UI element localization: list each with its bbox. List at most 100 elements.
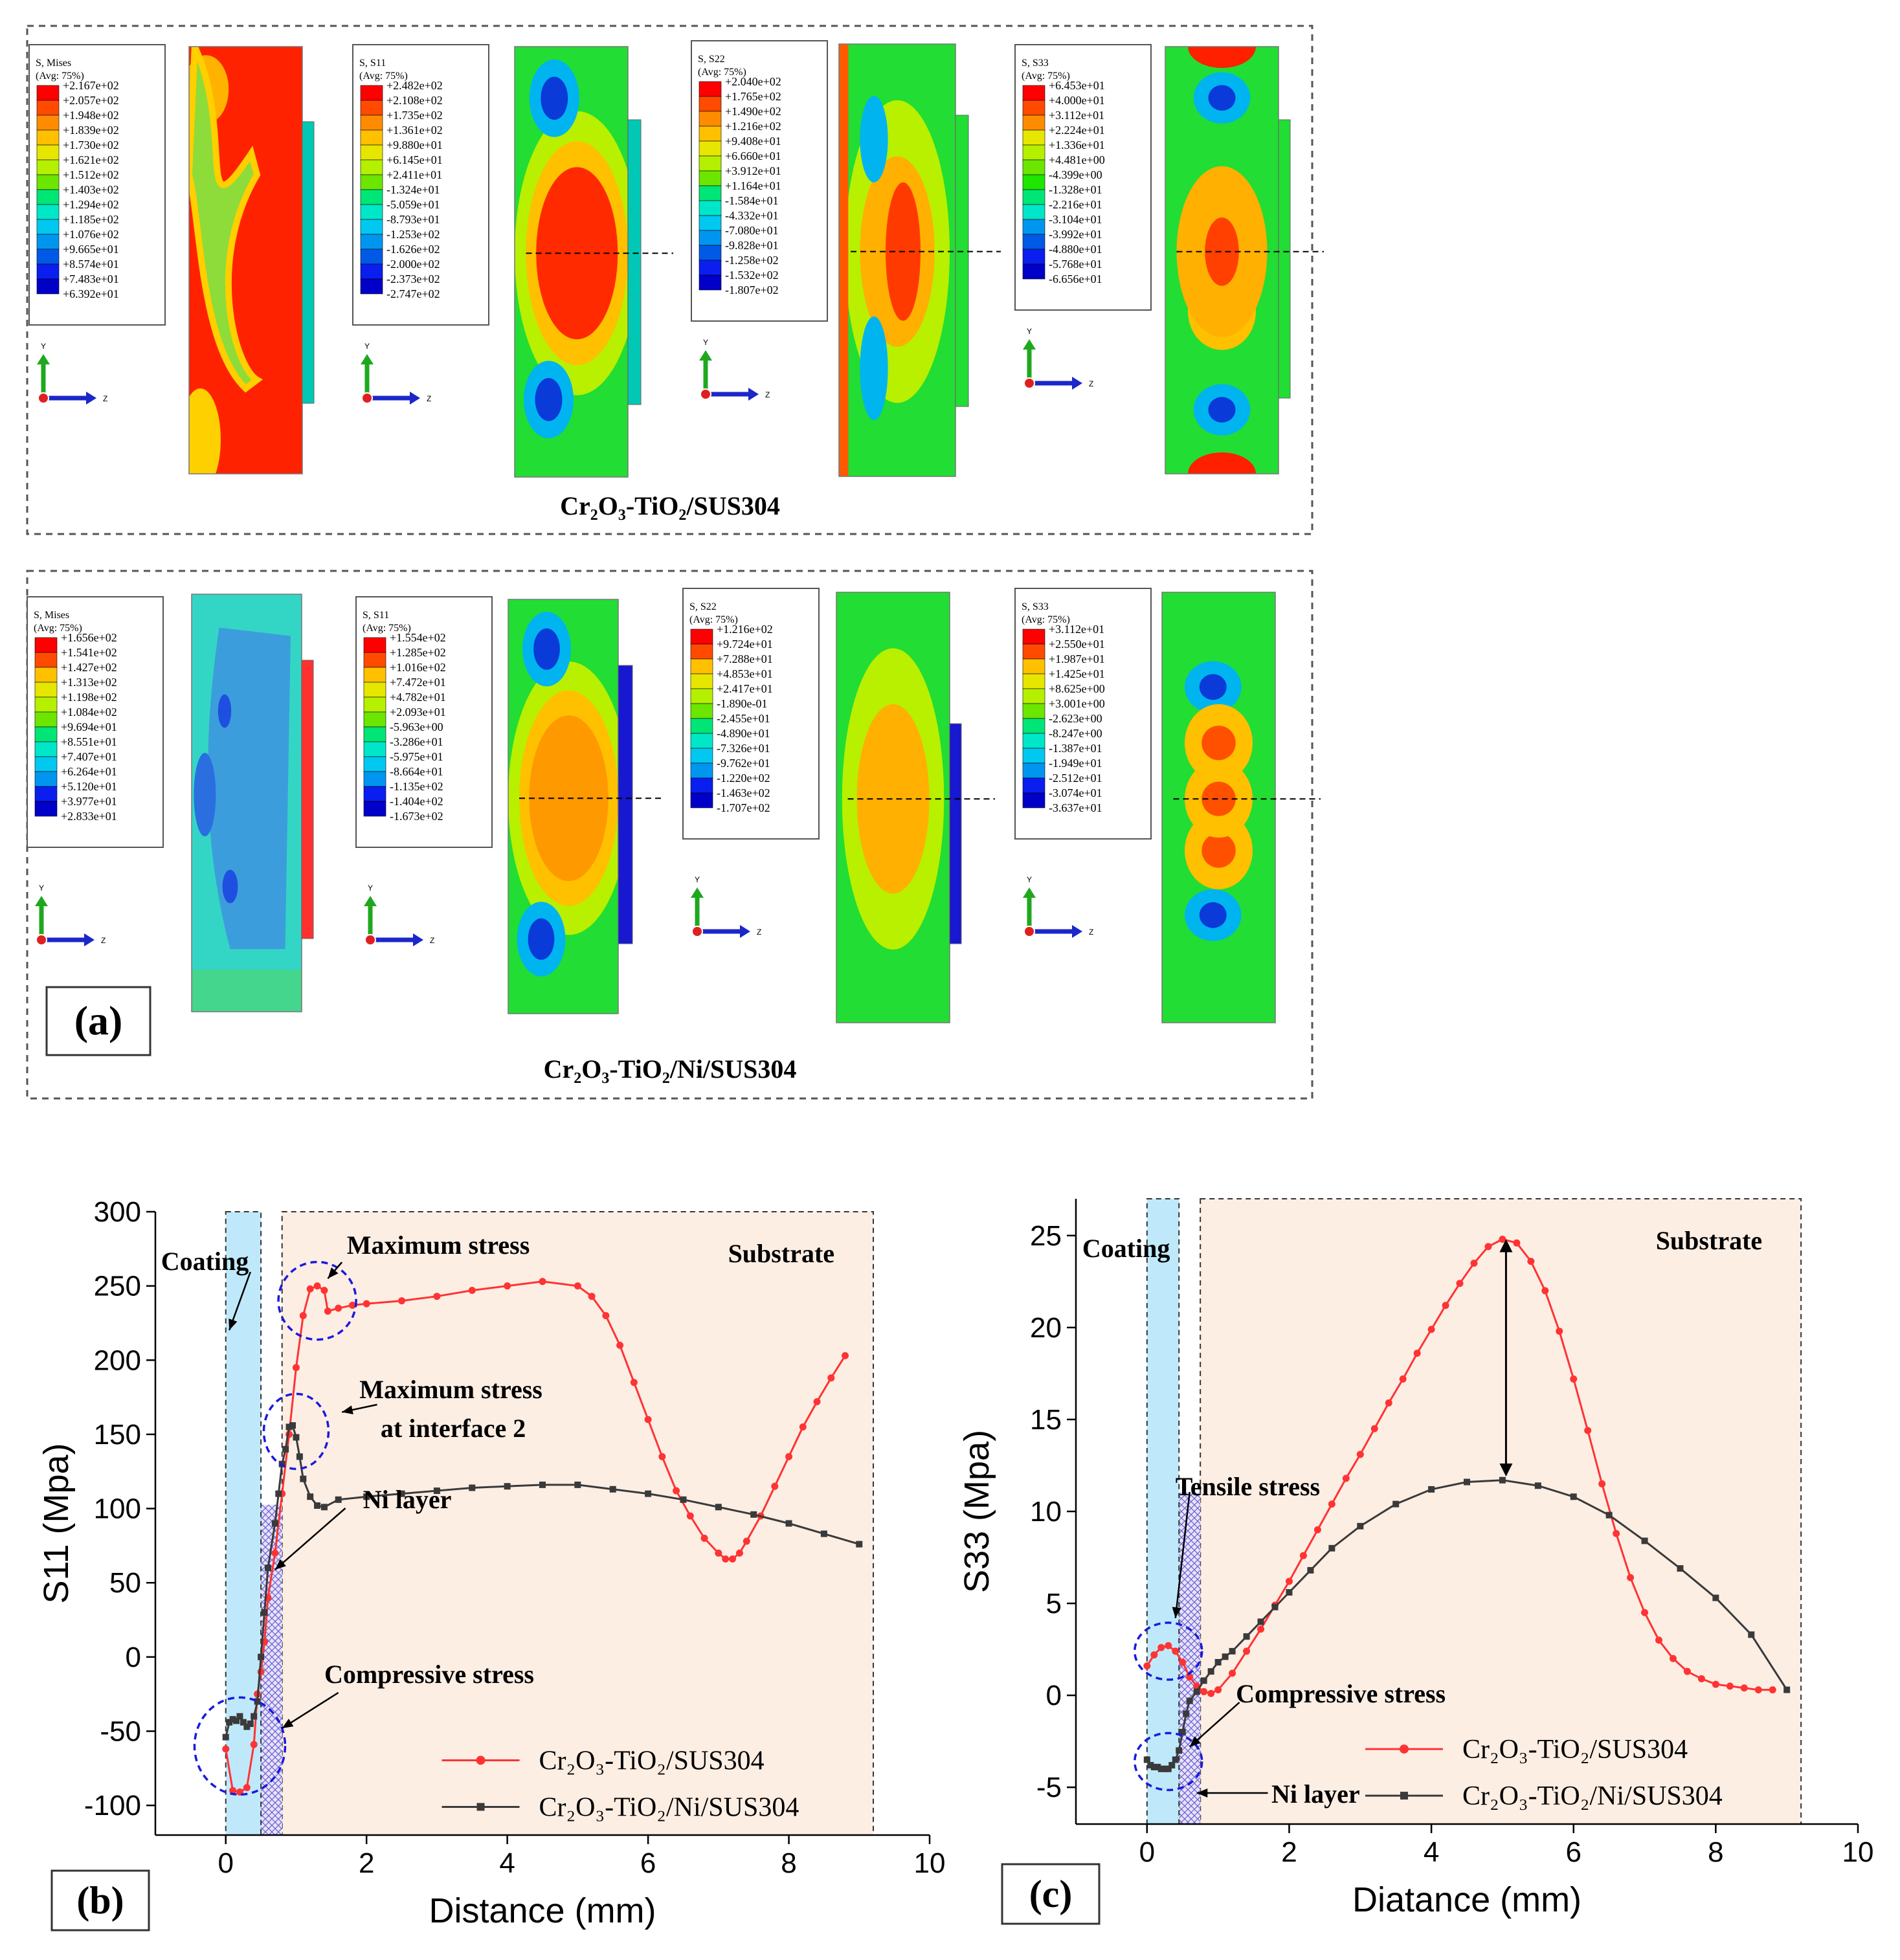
legend-level: +8.625e+00 (1049, 682, 1105, 695)
series-point-1 (1534, 1482, 1541, 1489)
legend-swatch (690, 792, 713, 808)
legend-level: +1.948e+02 (63, 109, 119, 122)
axis-z-head (84, 933, 95, 946)
legend-level: -3.104e+01 (1049, 213, 1102, 226)
legend-level: +1.294e+02 (63, 198, 119, 211)
legend-level: +2.224e+01 (1049, 124, 1105, 137)
series-point-0 (799, 1423, 807, 1431)
series-point-1 (1243, 1633, 1250, 1640)
series-point-0 (686, 1512, 694, 1520)
annotation-arrowhead (1196, 1788, 1208, 1798)
highlight-ellipse (193, 1696, 287, 1796)
axis-z-head (748, 388, 759, 401)
axis-y-label: Y (368, 884, 373, 893)
series-point-0 (306, 1285, 314, 1293)
series-point-0 (1556, 1328, 1563, 1335)
legend-marker (1399, 1744, 1409, 1754)
axis-y-label: Y (39, 884, 44, 893)
legend-swatch (699, 140, 722, 157)
legend-level: +1.361e+02 (386, 124, 443, 137)
series-point-0 (1470, 1259, 1478, 1267)
legend-swatch (34, 696, 58, 713)
x-tick-label: 2 (359, 1847, 374, 1879)
axis-z-head (1072, 925, 1082, 938)
legend-level: +9.694e+01 (61, 720, 117, 733)
legend-swatch (363, 667, 386, 683)
legend-level: +3.001e+00 (1049, 697, 1105, 710)
coating-layer (955, 115, 969, 407)
legend-level: +2.417e+01 (717, 682, 773, 695)
y-tick-label: 10 (1030, 1496, 1062, 1528)
legend-title: S, S22 (689, 601, 717, 612)
legend-swatch (1022, 643, 1045, 660)
series-point-0 (574, 1282, 581, 1290)
series-point-1 (285, 1423, 293, 1431)
series-point-0 (700, 1534, 708, 1542)
legend-marker (476, 1803, 485, 1811)
legend-swatch (363, 652, 386, 668)
legend-label: Cr₂O₃-TiO₂/Ni/SUS304 (539, 1792, 799, 1822)
contour-low (860, 316, 888, 421)
series-point-0 (1214, 1686, 1222, 1694)
series-point-1 (645, 1490, 652, 1497)
coating-layer (302, 121, 315, 404)
series-point-0 (1285, 1577, 1293, 1585)
series-point-1 (300, 1475, 307, 1482)
x-tick-label: 6 (1565, 1836, 1581, 1868)
legend-swatch (360, 159, 383, 175)
series-point-1 (1570, 1493, 1577, 1500)
legend-swatch (699, 200, 722, 216)
series-point-0 (1299, 1552, 1307, 1559)
legend-swatch (1022, 174, 1045, 190)
axis-origin (1023, 926, 1035, 937)
axis-y-head (691, 887, 704, 898)
legend-level: +3.912e+01 (725, 164, 781, 177)
annotation-arrowhead (1172, 1607, 1181, 1618)
y-tick-label: 0 (1046, 1680, 1062, 1711)
series-point-0 (222, 1745, 230, 1753)
series-point-0 (658, 1453, 666, 1460)
series-point-0 (630, 1379, 638, 1386)
legend-level: +1.164e+01 (725, 179, 781, 192)
contour-plot-s33: S, S33 (Avg: 75%)+3.112e+01 +2.550e+01+1.9… (1014, 588, 1321, 1023)
legend-swatch (363, 801, 386, 817)
series-point-0 (1413, 1350, 1421, 1357)
contour-field (192, 594, 302, 1012)
coating-layer (301, 660, 314, 939)
contour-band (208, 627, 291, 950)
annotation-ni-layer: Ni layer (363, 1485, 452, 1514)
legend-swatch (1022, 688, 1045, 704)
legend-level: +1.403e+02 (63, 183, 119, 196)
legend-swatch (36, 144, 60, 161)
annotation-arrowhead (229, 1319, 238, 1330)
contour-low-core (541, 76, 568, 120)
series-point-1 (1161, 1765, 1168, 1772)
series-point-1 (1172, 1756, 1179, 1763)
legend-swatch (360, 204, 383, 220)
annotation-compressive: Compressive stress (324, 1660, 534, 1689)
legend-swatch (36, 100, 60, 116)
axis-z-label: Z (757, 928, 761, 937)
legend-level: +1.084e+02 (61, 706, 117, 718)
series-point-1 (1464, 1478, 1470, 1486)
series-point-0 (468, 1287, 476, 1295)
x-tick-label: 4 (499, 1847, 515, 1879)
axis-origin (361, 392, 373, 404)
legend-swatch (1022, 733, 1045, 749)
contour-low-core (1199, 674, 1227, 700)
series-point-1 (1428, 1486, 1435, 1493)
legend-marker (476, 1755, 486, 1765)
series-point-0 (1143, 1662, 1151, 1670)
legend-swatch (1022, 792, 1045, 808)
legend-level: -5.963e+00 (390, 720, 443, 733)
legend-level: +1.621e+02 (63, 153, 119, 166)
series-point-1 (1641, 1537, 1648, 1544)
annotation-arrow (1174, 1491, 1190, 1618)
series-point-1 (1357, 1522, 1364, 1530)
legend-swatch (34, 682, 58, 698)
legend-swatch (360, 129, 383, 146)
legend-level: +8.574e+01 (63, 258, 119, 271)
legend-swatch (699, 111, 722, 127)
legend-swatch (1022, 85, 1045, 101)
legend-level: -4.332e+01 (725, 209, 779, 222)
